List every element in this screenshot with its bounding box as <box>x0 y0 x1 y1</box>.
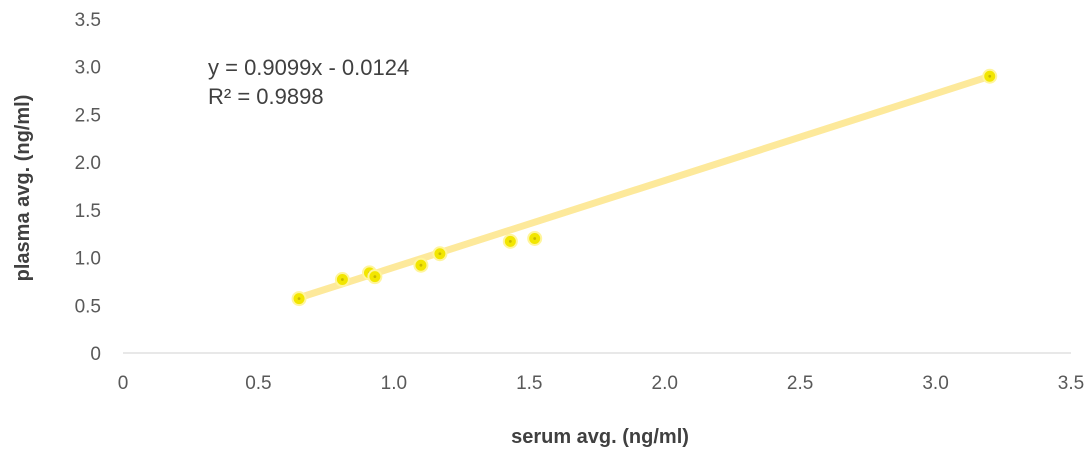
y-tick-label: 0.5 <box>75 296 101 317</box>
data-points <box>291 68 998 307</box>
data-point-center <box>419 263 423 267</box>
trendline-r-squared-label: R² = 0.9898 <box>208 84 324 109</box>
data-point-center <box>373 275 377 279</box>
x-tick-label: 1.5 <box>516 373 542 394</box>
y-tick-label: 3.5 <box>75 10 101 31</box>
x-tick-label: 2.0 <box>652 373 678 394</box>
data-point-center <box>438 252 442 256</box>
y-tick-label: 2.5 <box>75 105 101 126</box>
data-point-center <box>988 74 992 78</box>
trendline <box>295 72 994 302</box>
y-tick-label: 1.0 <box>75 249 101 270</box>
x-tick-label: 0.5 <box>245 373 271 394</box>
data-point-center <box>533 237 537 240</box>
data-point-center <box>297 297 301 301</box>
y-tick-label: 0 <box>90 344 101 365</box>
y-tick-label: 3.0 <box>75 58 101 79</box>
x-tick-label: 3.5 <box>1058 373 1084 394</box>
x-tick-label: 3.0 <box>922 373 948 394</box>
y-tick-label: 1.5 <box>75 201 101 222</box>
x-tick-label: 1.0 <box>381 373 407 394</box>
y-tick-label: 2.0 <box>75 153 101 174</box>
x-tick-label: 0 <box>118 373 129 394</box>
x-axis-title: serum avg. (ng/ml) <box>511 426 689 448</box>
y-axis-tick-labels: 0 0.5 1.0 1.5 2.0 2.5 3.0 3.5 <box>75 10 101 365</box>
y-axis-title: plasma avg. (ng/ml) <box>12 95 34 282</box>
data-point-center <box>340 278 344 281</box>
x-tick-label: 2.5 <box>787 373 813 394</box>
data-point-center <box>508 239 512 243</box>
x-axis-tick-labels: 0 0.5 1.0 1.5 2.0 2.5 3.0 3.5 <box>118 373 1085 394</box>
trendline-equation-label: y = 0.9099x - 0.0124 <box>208 55 409 80</box>
